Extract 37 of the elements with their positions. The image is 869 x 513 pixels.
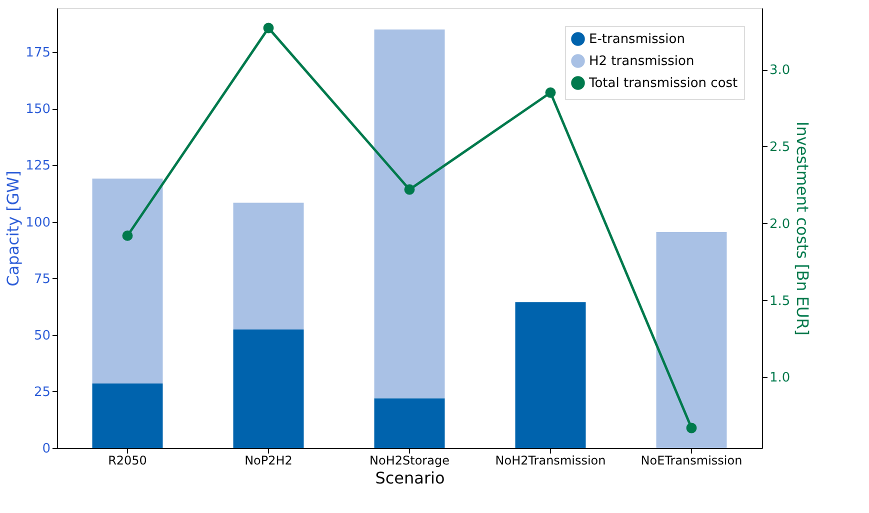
y-tick-label: 125 xyxy=(26,158,50,174)
x-tick-label: NoETransmission xyxy=(640,454,742,468)
point xyxy=(404,184,415,195)
y-tick-label: 150 xyxy=(26,102,50,118)
bar xyxy=(656,232,727,448)
y-tick-label: 25 xyxy=(34,384,50,400)
x-tick-label: NoH2Storage xyxy=(370,454,450,468)
bar xyxy=(233,202,304,330)
bar xyxy=(515,302,586,448)
bar xyxy=(374,29,445,398)
legend-label: H2 transmission xyxy=(589,54,694,69)
y2-axis-title: Investment costs [Bn EUR] xyxy=(793,122,812,336)
y2-tick-label: 3.0 xyxy=(770,63,790,78)
legend-label: Total transmission cost xyxy=(588,76,738,91)
x-axis-title: Scenario xyxy=(375,468,445,488)
bar xyxy=(92,384,163,448)
y2-tick-label: 1.5 xyxy=(770,294,790,309)
legend-label: E-transmission xyxy=(589,32,685,47)
bar xyxy=(374,398,445,448)
bar xyxy=(92,178,163,384)
y-tick-label: 175 xyxy=(26,46,50,61)
x-tick-label: R2050 xyxy=(108,454,147,468)
y2-tick-label: 2.5 xyxy=(770,140,790,155)
y-tick-label: 75 xyxy=(34,272,50,287)
x-tick-label: NoP2H2 xyxy=(244,454,292,468)
y2-tick-label: 1.0 xyxy=(770,370,790,386)
point xyxy=(545,87,556,98)
x-tick-label: NoH2Transmission xyxy=(495,454,606,468)
y-tick-label: 50 xyxy=(34,328,50,344)
point xyxy=(686,422,697,434)
bar xyxy=(233,329,304,448)
y-tick-label: 0 xyxy=(42,442,50,456)
point xyxy=(122,230,133,241)
y-axis-title: Capacity [GW] xyxy=(4,170,23,286)
y-tick-label: 100 xyxy=(26,215,50,230)
point xyxy=(263,22,274,34)
y2-tick-label: 2.0 xyxy=(770,216,790,232)
